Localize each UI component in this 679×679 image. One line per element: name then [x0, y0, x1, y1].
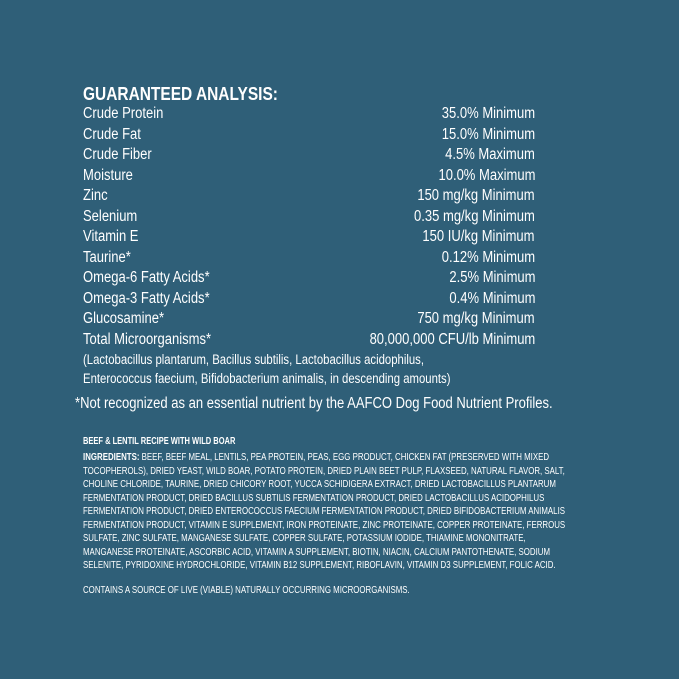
analysis-row: Vitamin E 150 IU/kg Minimum [83, 227, 535, 248]
ingredients-label: INGREDIENTS: [83, 451, 140, 463]
recipe-name: BEEF & LENTIL RECIPE WITH WILD BOAR [83, 436, 236, 447]
analysis-row: Selenium 0.35 mg/kg Minimum [83, 207, 535, 228]
ingredients-text: SULFATE, ZINC SULFATE, MANGANESE SULFATE… [83, 532, 526, 544]
ingredients-line: TOCOPHEROLS), DRIED YEAST, WILD BOAR, PO… [83, 465, 565, 479]
ingredients-line: CHOLINE CHLORIDE, TAURINE, DRIED CHICORY… [83, 478, 565, 492]
nutrient-value: 0.4% Minimum [448, 289, 535, 307]
ingredients-text: FERMENTATION PRODUCT, DRIED ENTEROCOCCUS… [83, 505, 566, 517]
analysis-row: Zinc 150 mg/kg Minimum [83, 186, 535, 207]
nutrient-value: 10.0% Maximum [438, 166, 535, 184]
nutrient-label: Glucosamine* [83, 310, 165, 327]
nutrient-value: 750 mg/kg Minimum [417, 310, 535, 327]
ingredients-line: INGREDIENTS: BEEF, BEEF MEAL, LENTILS, P… [83, 451, 565, 465]
nutrient-label: Omega-3 Fatty Acids* [83, 289, 210, 307]
contains-statement: CONTAINS A SOURCE OF LIVE (VIABLE) NATUR… [83, 584, 410, 596]
analysis-row: Omega-6 Fatty Acids* 2.5% Minimum [83, 268, 535, 289]
nutrient-value: 150 mg/kg Minimum [417, 187, 535, 204]
ingredients-list: INGREDIENTS: BEEF, BEEF MEAL, LENTILS, P… [83, 451, 679, 573]
nutrient-label: Vitamin E [83, 228, 139, 245]
nutrient-value: 4.5% Maximum [445, 146, 535, 163]
microorganisms-note: (Lactobacillus plantarum, Bacillus subti… [83, 350, 520, 388]
nutrient-label: Zinc [83, 187, 108, 204]
analysis-row: Total Microorganisms* 80,000,000 CFU/lb M… [83, 330, 535, 351]
ingredients-line: FERMENTATION PRODUCT, DRIED BACILLUS SUB… [83, 492, 565, 506]
analysis-row: Omega-3 Fatty Acids* 0.4% Minimum [83, 289, 535, 310]
nutrient-value: 150 IU/kg Minimum [422, 228, 535, 245]
ingredients-line: FERMENTATION PRODUCT, DRIED ENTEROCOCCUS… [83, 505, 565, 519]
nutrient-label: Selenium [83, 207, 138, 225]
analysis-row: Moisture 10.0% Maximum [83, 166, 535, 187]
nutrient-value: 2.5% Minimum [448, 269, 535, 286]
ingredients-text: FERMENTATION PRODUCT, DRIED BACILLUS SUB… [83, 491, 545, 504]
ingredients-text: BEEF, BEEF MEAL, LENTILS, PEA PROTEIN, P… [139, 451, 550, 463]
ingredients-line: SELENITE, PYRIDOXINE HYDROCHLORIDE, VITA… [83, 559, 565, 573]
guaranteed-analysis-table: Crude Protein 35.0% Minimum Crude Fat 15.0%… [83, 104, 535, 350]
nutrient-label: Taurine* [83, 248, 131, 266]
ingredients-line: MANGANESE PROTEINATE, ASCORBIC ACID, VIT… [83, 546, 565, 560]
nutrient-value: 80,000,000 CFU/lb Minimum [369, 330, 535, 348]
nutrient-label: Crude Fiber [83, 146, 152, 163]
nutrient-value: 15.0% Minimum [441, 125, 535, 143]
ingredients-text: SELENITE, PYRIDOXINE HYDROCHLORIDE, VITA… [83, 559, 556, 571]
analysis-row: Glucosamine* 750 mg/kg Minimum [83, 309, 535, 330]
nutrient-label: Crude Protein [83, 105, 164, 122]
nutrient-label: Moisture [83, 166, 133, 184]
analysis-row: Crude Fat 15.0% Minimum [83, 125, 535, 146]
analysis-row: Crude Protein 35.0% Minimum [83, 104, 535, 125]
nutrient-value: 0.12% Minimum [441, 248, 535, 266]
nutrient-value: 0.35 mg/kg Minimum [414, 207, 535, 225]
nutrient-label: Total Microorganisms* [83, 330, 212, 348]
guaranteed-analysis-title: GUARANTEED ANALYSIS: [83, 84, 278, 104]
microorganisms-note-line: (Lactobacillus plantarum, Bacillus subti… [83, 352, 425, 367]
ingredients-text: MANGANESE PROTEINATE, ASCORBIC ACID, VIT… [83, 545, 551, 558]
analysis-row: Crude Fiber 4.5% Maximum [83, 145, 535, 166]
ingredients-line: SULFATE, ZINC SULFATE, MANGANESE SULFATE… [83, 532, 565, 546]
ingredients-text: TOCOPHEROLS), DRIED YEAST, WILD BOAR, PO… [83, 464, 565, 477]
nutrient-label: Crude Fat [83, 125, 141, 143]
ingredients-text: CHOLINE CHLORIDE, TAURINE, DRIED CHICORY… [83, 478, 556, 490]
nutrient-label: Omega-6 Fatty Acids* [83, 269, 210, 286]
aafco-footnote: *Not recognized as an essential nutrient… [75, 395, 553, 412]
ingredients-line: FERMENTATION PRODUCT, VITAMIN E SUPPLEME… [83, 519, 565, 533]
ingredients-text: FERMENTATION PRODUCT, VITAMIN E SUPPLEME… [83, 518, 566, 531]
analysis-row: Taurine* 0.12% Minimum [83, 248, 535, 269]
nutrient-value: 35.0% Minimum [441, 105, 535, 122]
microorganisms-note-line: Enterococcus faecium, Bifidobacterium an… [83, 371, 451, 386]
